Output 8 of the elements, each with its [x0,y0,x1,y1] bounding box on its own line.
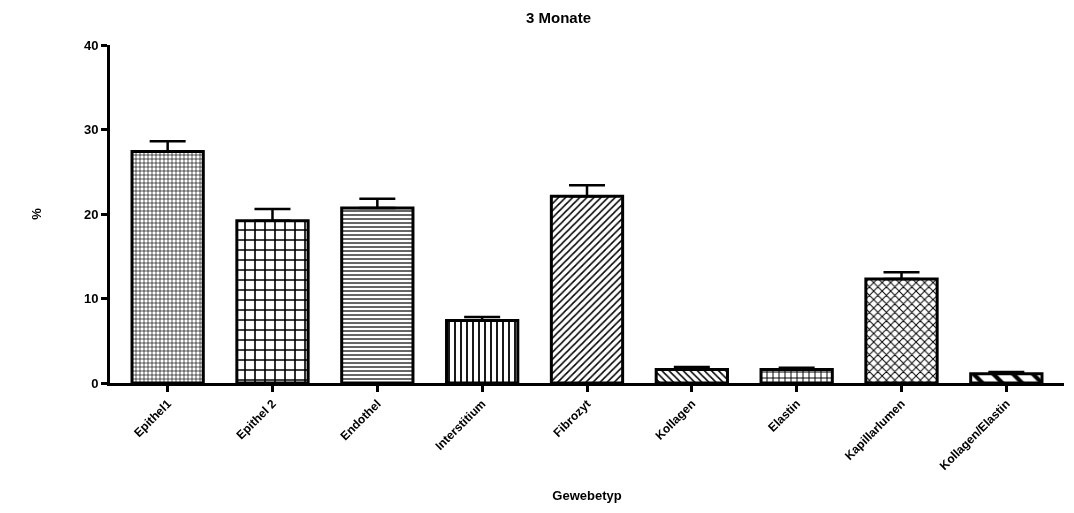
y-tick-label: 40 [83,37,99,53]
chart-title: 3 Monate [525,9,591,27]
y-axis-title: % [28,207,44,220]
y-tick-label: 0 [91,375,99,391]
y-tick-label: 20 [83,206,99,222]
y-tick-label: 30 [83,122,99,138]
x-axis-title: Gewebetyp [552,488,622,504]
y-tick-label: 10 [83,291,99,307]
